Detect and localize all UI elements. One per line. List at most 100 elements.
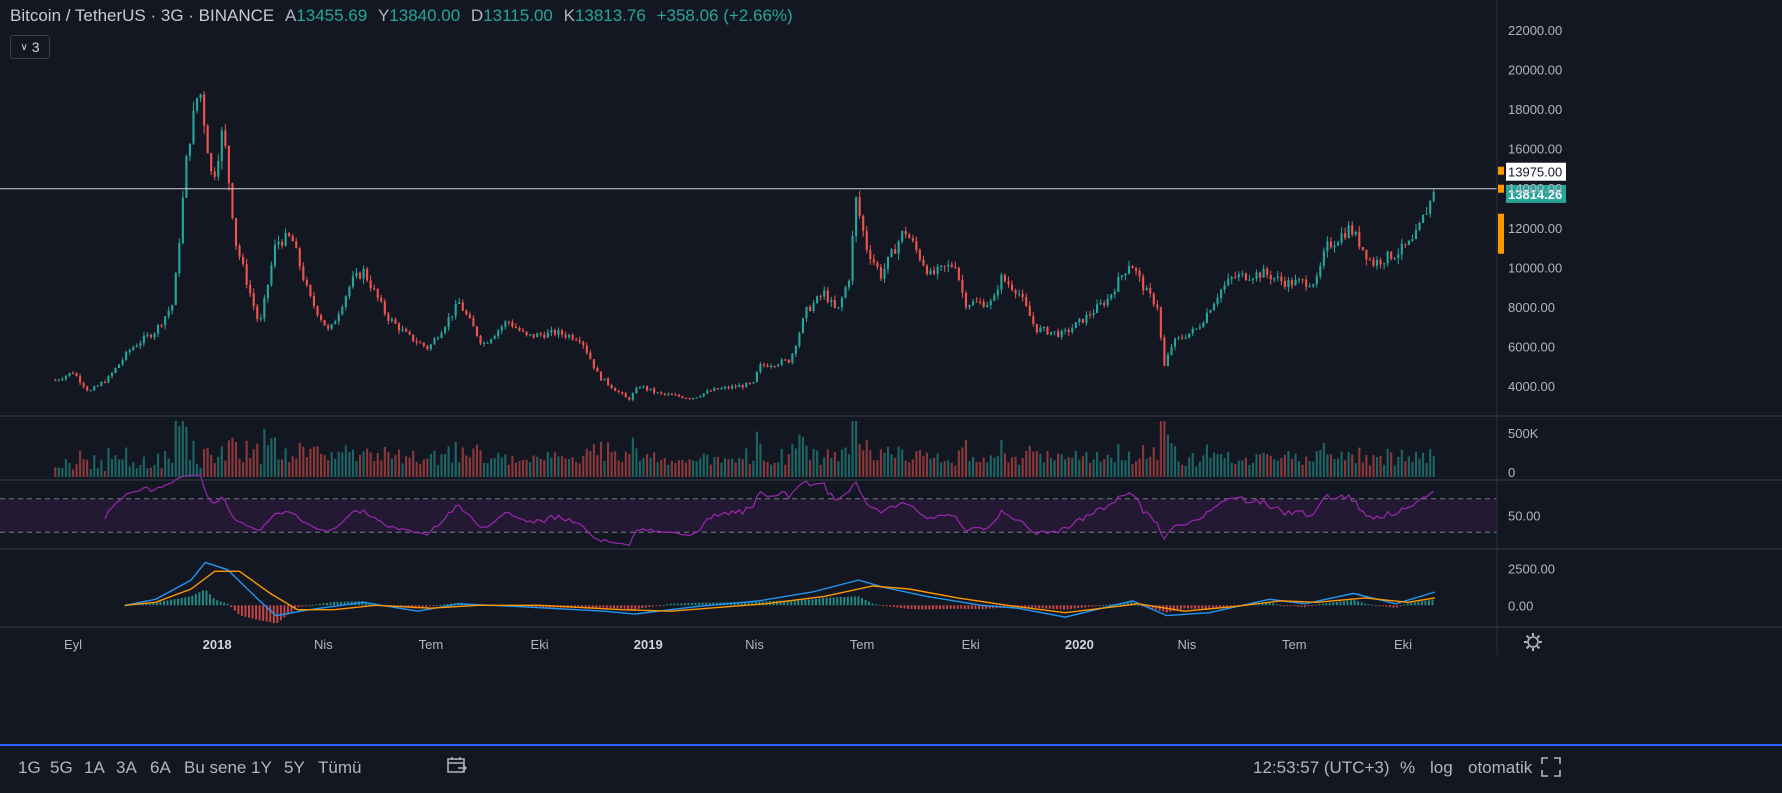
candle-body xyxy=(1333,245,1336,248)
macd-histogram-bar xyxy=(1091,605,1094,607)
volume-bar xyxy=(199,467,202,477)
macd-histogram-bar xyxy=(1296,605,1299,607)
gear-ring xyxy=(1527,636,1539,648)
settings-gear-icon[interactable] xyxy=(1524,633,1542,651)
timeframe-1a[interactable]: 1A xyxy=(84,758,105,777)
candle-body xyxy=(358,272,362,279)
macd-histogram-bar xyxy=(779,600,782,606)
volume-bar xyxy=(64,459,67,477)
indicators-collapse-button[interactable]: ∨ 3 xyxy=(10,35,50,59)
candle-body xyxy=(780,359,783,365)
volume-bar xyxy=(681,460,684,477)
volume-bar xyxy=(394,455,397,477)
macd-histogram-bar xyxy=(251,605,254,619)
candle-body xyxy=(1067,329,1070,333)
volume-bar xyxy=(1032,451,1035,477)
fullscreen-icon[interactable] xyxy=(1540,756,1562,778)
macd-histogram-bar xyxy=(308,605,311,607)
volume-bar xyxy=(596,455,599,477)
symbol-title[interactable]: Bitcoin / TetherUS · 3G · BINANCE xyxy=(10,6,275,25)
macd-histogram-bar xyxy=(1233,605,1236,607)
candle-body xyxy=(1216,297,1219,304)
macd-histogram-bar xyxy=(804,599,807,606)
candle-body xyxy=(1127,266,1131,274)
candle-body xyxy=(362,268,365,279)
macd-histogram-bar xyxy=(850,596,853,606)
macd-histogram-bar xyxy=(637,605,640,609)
macd-histogram-bar xyxy=(793,600,796,606)
candle-body xyxy=(68,372,71,376)
timeframe-all[interactable]: Tümü xyxy=(318,758,362,777)
volume-bar xyxy=(273,437,277,477)
volume-bar xyxy=(1276,460,1279,477)
volume-tick-label: 0 xyxy=(1508,465,1515,480)
candle-body xyxy=(1092,312,1095,316)
volume-bar xyxy=(812,448,815,477)
volume-bar xyxy=(1103,459,1106,477)
macd-histogram-bar xyxy=(283,605,286,618)
candle-body xyxy=(135,345,138,348)
candle-body xyxy=(1071,328,1074,333)
macd-histogram-bar xyxy=(737,602,739,606)
macd-histogram-bar xyxy=(244,605,247,617)
volume-bar xyxy=(1106,454,1109,477)
volume-bar xyxy=(312,446,316,477)
volume-bar xyxy=(837,461,840,477)
timeframe-ytd[interactable]: Bu sene xyxy=(184,758,247,777)
volume-bar xyxy=(518,461,521,477)
volume-bar xyxy=(1188,457,1191,477)
candle-body xyxy=(210,153,213,172)
signal-line xyxy=(124,570,1436,614)
candle-body xyxy=(982,301,985,308)
candle-body xyxy=(681,396,684,399)
macd-histogram-bar xyxy=(676,603,679,606)
timeframe-1y[interactable]: 1Y xyxy=(251,758,272,777)
chart-area[interactable]: 13975.00 13814.26 4000.00 6000.00 8000.00 10… xyxy=(0,0,1782,740)
rsi-tick-label: 50.00 xyxy=(1508,509,1541,524)
candle-body xyxy=(309,285,312,297)
clock-timezone[interactable]: 12:53:57 (UTC+3) xyxy=(1253,758,1390,777)
candle-body xyxy=(833,300,836,308)
macd-histogram-bar xyxy=(545,605,548,608)
candle-body xyxy=(291,236,294,242)
candle-body xyxy=(628,397,631,400)
macd-histogram-bar xyxy=(970,605,973,609)
timeframe-6a[interactable]: 6A xyxy=(150,758,171,777)
candle-body xyxy=(93,386,96,391)
calendar-range-icon[interactable] xyxy=(447,756,467,774)
macd-histogram-bar xyxy=(938,605,941,610)
macd-histogram-bar xyxy=(740,602,743,606)
timeframe-5g[interactable]: 5G xyxy=(50,758,73,777)
macd-histogram-bar xyxy=(240,605,243,616)
candle-body xyxy=(1007,281,1010,285)
candle-body xyxy=(507,321,510,323)
candle-body xyxy=(54,380,57,382)
time-tick-label: 2019 xyxy=(634,637,663,652)
volume-bar xyxy=(759,443,762,477)
candle-body xyxy=(755,371,758,383)
volume-bar xyxy=(1117,444,1120,477)
candle-body xyxy=(791,353,794,363)
candle-body xyxy=(908,234,911,239)
candle-body xyxy=(281,241,284,246)
volume-bars xyxy=(54,421,1435,477)
auto-scale-toggle[interactable]: otomatik xyxy=(1468,758,1533,777)
volume-bar xyxy=(482,462,486,477)
candle-body xyxy=(692,398,695,400)
macd-histogram-bar xyxy=(184,597,187,606)
log-toggle[interactable]: log xyxy=(1430,758,1453,777)
macd-histogram-bar xyxy=(1155,605,1158,610)
candle-body xyxy=(153,333,156,338)
timeframe-1g[interactable]: 1G xyxy=(18,758,41,777)
candle-body xyxy=(663,393,666,395)
macd-histogram-bar xyxy=(1364,603,1367,606)
volume-bar xyxy=(1315,451,1318,477)
volume-bar xyxy=(1152,447,1155,477)
timeframe-3a[interactable]: 3A xyxy=(116,758,137,777)
candle-body xyxy=(1209,310,1212,313)
volume-bar xyxy=(674,462,677,477)
percent-toggle[interactable]: % xyxy=(1400,758,1416,777)
candle-body xyxy=(904,231,907,235)
timeframe-5y[interactable]: 5Y xyxy=(284,758,305,777)
time-tick-label: Eki xyxy=(962,637,980,652)
